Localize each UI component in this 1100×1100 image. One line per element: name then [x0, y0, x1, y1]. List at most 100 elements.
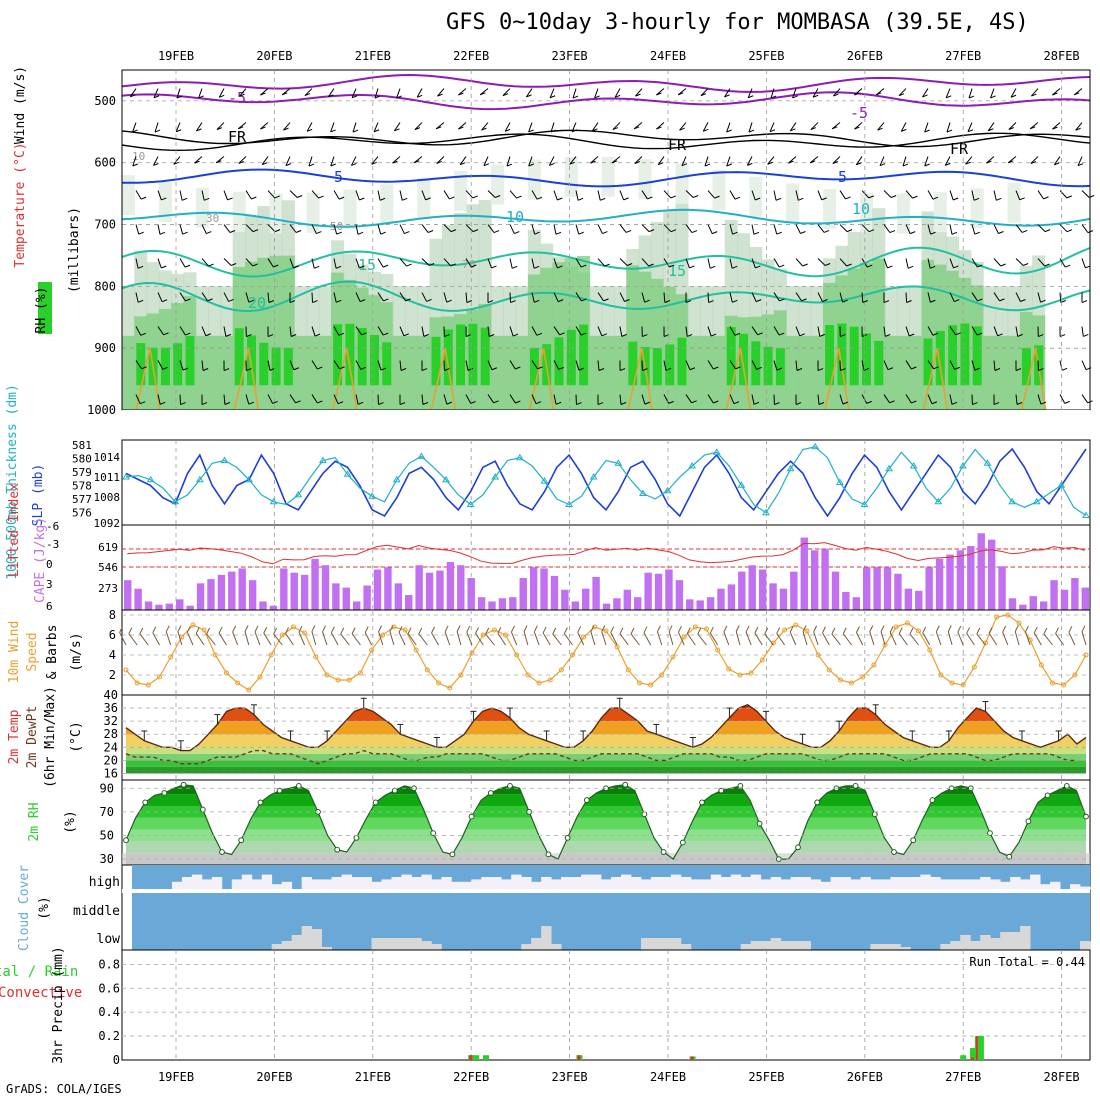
wind-barb — [400, 368, 407, 371]
rh-marker — [1025, 818, 1032, 825]
precip-total-label: tal / Rain — [0, 964, 78, 980]
wind-barb — [879, 163, 886, 167]
wind-barb — [668, 400, 674, 404]
wind-barb — [216, 122, 225, 130]
wind-barb — [355, 190, 360, 201]
wind-barb — [643, 626, 648, 633]
wind-barb — [751, 292, 757, 302]
rh-contour-label: 70 — [462, 258, 475, 271]
wind-barb — [311, 631, 317, 646]
high-cloud-bar — [541, 877, 552, 889]
wind-barb — [1043, 196, 1049, 200]
wind-barb — [877, 122, 885, 131]
wind-barb — [333, 326, 340, 336]
wind-barb — [692, 195, 699, 198]
rh-shade — [370, 334, 379, 386]
high-cloud-bar — [670, 874, 682, 889]
wind-barb — [446, 401, 452, 405]
wind-barb — [817, 190, 823, 201]
wind-barb — [392, 156, 401, 164]
wind-speed-marker — [514, 652, 520, 658]
wind-barb — [421, 258, 430, 266]
thickness-marker — [195, 475, 204, 483]
rh-shade — [849, 326, 859, 386]
wind-barb — [553, 190, 558, 201]
high-cloud-bar — [271, 884, 283, 889]
wind-barb — [458, 126, 464, 130]
thickness-marker — [959, 462, 967, 469]
wind-barb — [641, 292, 646, 303]
precip-tick-label: 0.2 — [98, 1029, 120, 1043]
high-cloud-bar — [501, 879, 512, 889]
wind-barb — [679, 122, 687, 131]
wind-barb — [232, 631, 239, 646]
wind-barb — [330, 626, 335, 633]
wind-barb — [709, 632, 719, 646]
wind-barb — [548, 156, 555, 166]
wind-barb — [531, 292, 535, 303]
wind-barb — [398, 632, 406, 646]
wind-barb — [832, 161, 839, 164]
cape-bar — [415, 565, 423, 610]
wind-barb — [776, 633, 786, 646]
wind-barb — [668, 625, 673, 632]
wind-barb — [789, 122, 797, 132]
date-label-bottom: 27FEB — [945, 1070, 981, 1084]
wind-barb — [678, 625, 682, 633]
wind-barb — [494, 195, 501, 198]
wind-barb — [549, 95, 556, 99]
wind-barb — [493, 400, 499, 404]
wind-barb — [273, 633, 283, 646]
rh-shade — [380, 184, 394, 225]
rh-shade — [417, 177, 431, 218]
high-cloud-bar — [620, 874, 632, 889]
wind-barb — [845, 196, 851, 200]
wind-barb — [528, 122, 533, 133]
rh-band — [126, 794, 1086, 806]
wind-barb — [779, 332, 785, 336]
wind-barb — [626, 263, 633, 266]
wind-barb — [861, 394, 868, 404]
cape-bar — [436, 570, 444, 610]
wind-barb — [322, 625, 326, 632]
wind-barb — [364, 626, 369, 633]
cloud-level-label: middle — [73, 904, 120, 919]
wind-barb — [295, 400, 301, 404]
thickness-tick-label: 581 — [72, 439, 92, 452]
rh-shade — [195, 187, 209, 228]
wind-barb — [314, 333, 321, 337]
lifted-index-tick-label: -3 — [46, 538, 59, 551]
wind-barb — [437, 93, 443, 97]
wind-barb — [678, 92, 684, 96]
wind-barb — [1040, 401, 1047, 405]
wind-barb — [1022, 263, 1029, 266]
wind-speed-marker — [581, 634, 587, 640]
wind-barb — [823, 229, 830, 233]
wind-barb — [283, 127, 289, 131]
cape-bar — [727, 584, 736, 610]
wind-barb — [223, 224, 231, 233]
wind-barb — [351, 627, 356, 634]
wind-barb — [523, 631, 529, 646]
wind-barb — [817, 292, 823, 302]
rh-marker — [161, 790, 168, 796]
cape-bar — [1039, 601, 1048, 610]
wind-barb — [119, 626, 124, 633]
wind-speed-marker — [782, 627, 788, 633]
wind-barb — [1016, 402, 1023, 405]
wind-barb — [641, 224, 650, 232]
wind-barb — [887, 367, 894, 371]
rh-shade — [382, 342, 392, 386]
pressure-tick-label: 1000 — [87, 403, 116, 417]
wind-barb — [509, 360, 516, 370]
wind-barb — [1055, 627, 1060, 634]
wind-barb — [754, 626, 759, 634]
high-cloud-bar — [740, 877, 752, 889]
wind-barb — [603, 298, 609, 302]
wind-barb — [339, 366, 345, 370]
wind-barb — [179, 394, 182, 405]
low-cloud-bar — [970, 941, 981, 950]
wind-barb — [968, 95, 975, 99]
wind-barb — [945, 162, 951, 166]
wind-barb — [819, 333, 825, 337]
